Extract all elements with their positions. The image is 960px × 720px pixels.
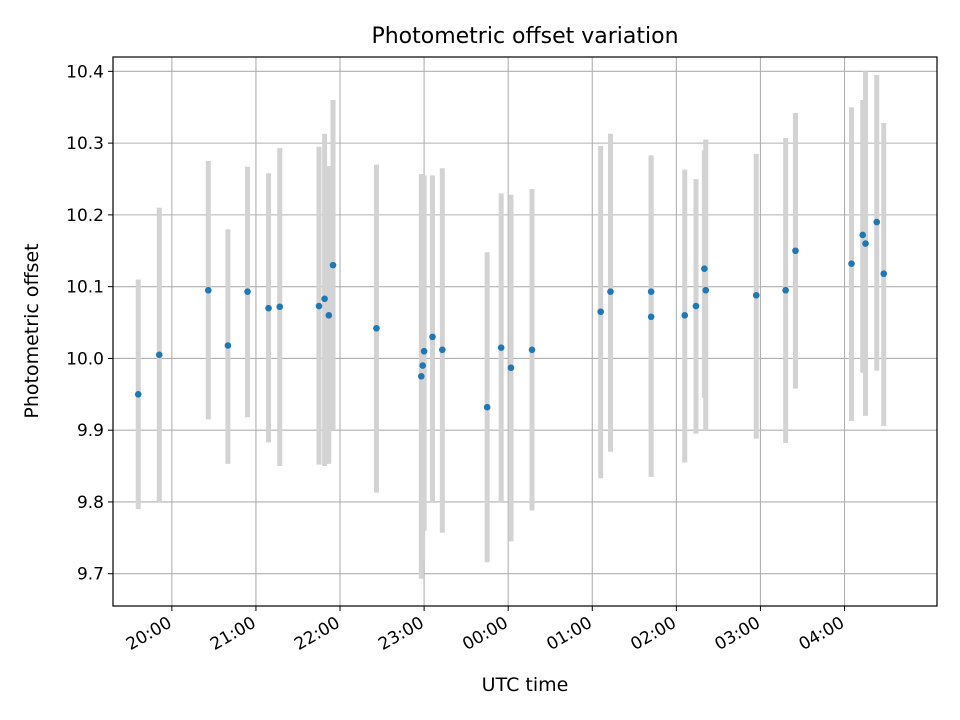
data-point (497, 344, 505, 351)
y-tick-label: 10.4 (66, 62, 104, 82)
y-tick-label: 9.7 (77, 565, 104, 585)
data-point (373, 324, 380, 332)
data-point (507, 364, 515, 372)
data-point (265, 304, 272, 312)
data-point (692, 302, 700, 310)
chart-title: Photometric offset variation (371, 24, 678, 49)
data-point (752, 291, 760, 299)
data-point (607, 288, 614, 295)
data-point (848, 260, 855, 267)
data-point (224, 342, 232, 349)
data-point (155, 351, 163, 359)
data-point (483, 403, 491, 411)
data-point (647, 313, 655, 321)
data-point (204, 286, 212, 294)
y-tick-label: 10.1 (66, 278, 104, 298)
data-point (528, 346, 536, 354)
data-point (417, 373, 425, 380)
y-tick-label: 9.9 (77, 421, 104, 441)
data-point (439, 346, 446, 354)
data-point (315, 302, 323, 310)
data-point (429, 333, 436, 341)
data-point (702, 286, 710, 294)
data-point (701, 265, 708, 273)
data-point (597, 308, 604, 316)
data-point (681, 312, 689, 319)
data-point (862, 240, 869, 247)
data-points (134, 218, 888, 411)
data-point (321, 295, 328, 303)
data-point (420, 347, 428, 355)
grid (113, 57, 937, 606)
y-axis: 9.7 9.8 9.9 10.0 10.1 10.2 10.3 10.4 (66, 62, 113, 585)
data-point (880, 270, 888, 278)
data-point (244, 288, 251, 295)
y-tick-label: 10.3 (66, 134, 104, 154)
data-point (859, 231, 867, 239)
x-axis-label: UTC time (482, 674, 569, 696)
data-point (419, 362, 427, 369)
y-tick-label: 10.0 (66, 349, 104, 369)
data-point (782, 286, 789, 294)
data-point (873, 218, 881, 226)
data-point (792, 247, 799, 255)
y-tick-label: 9.8 (77, 493, 104, 513)
plot-frame (112, 56, 938, 607)
data-point (325, 312, 333, 319)
data-point (329, 261, 337, 269)
data-point (647, 288, 655, 295)
data-point (276, 303, 284, 311)
y-axis-label: Photometric offset (21, 243, 43, 418)
y-tick-label: 10.2 (66, 206, 104, 226)
data-point (134, 390, 142, 398)
